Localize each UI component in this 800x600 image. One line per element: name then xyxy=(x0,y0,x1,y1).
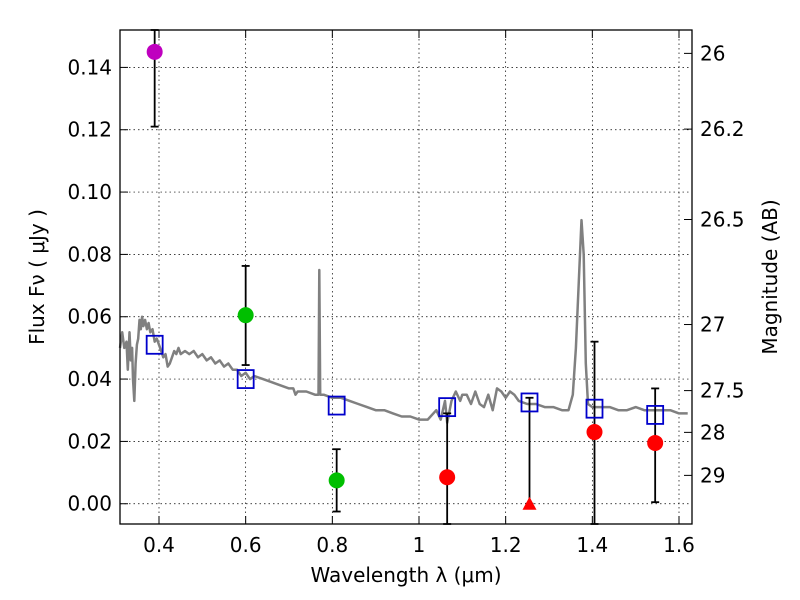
model-square-marker xyxy=(646,405,665,425)
x-tick-label: 1.6 xyxy=(663,533,695,557)
template-spectrum-line xyxy=(118,218,688,424)
y-tick-label: 0.00 xyxy=(67,492,112,516)
y2-tick-label: 28 xyxy=(700,420,725,444)
photometry-point xyxy=(328,472,345,489)
photometry-point xyxy=(146,43,163,60)
photometry-point xyxy=(586,424,603,441)
data-markers-layer xyxy=(145,43,665,510)
model-square-marker xyxy=(327,395,346,416)
photometry-point xyxy=(647,434,664,451)
x-tick-label: 1 xyxy=(413,533,426,557)
grid-lines xyxy=(120,30,692,524)
y-tick-label: 0.12 xyxy=(67,118,112,142)
tick-labels-layer: 0.4 0.6 0.8 1 1.2 1.4 1.6 0.00 0.02 0.04 0.06 0.08 0… xyxy=(67,41,744,557)
x-tick-label: 1.4 xyxy=(576,533,608,557)
y-tick-label: 0.10 xyxy=(67,180,112,204)
y-tick-label: 0.02 xyxy=(67,429,112,453)
y2-tick-label: 26.5 xyxy=(700,207,745,231)
template-spectrum-layer xyxy=(118,218,688,424)
y2-axis-title: Magnitude (AB) xyxy=(758,199,782,354)
x-axis-title: Wavelength λ (μm) xyxy=(310,563,501,587)
y2-tick-label: 29 xyxy=(700,463,725,487)
x-tick-label: 0.6 xyxy=(230,533,262,557)
x-tick-label: 0.4 xyxy=(143,533,175,557)
y-tick-label: 0.04 xyxy=(67,367,112,391)
y2-tick-label: 26.2 xyxy=(700,117,745,141)
y2-tick-label: 26 xyxy=(700,41,725,65)
y-tick-label: 0.08 xyxy=(67,242,112,266)
y2-tick-label: 27.5 xyxy=(700,379,745,403)
y-axis-title: Flux Fν ( μJy ) xyxy=(25,209,49,345)
model-square-marker xyxy=(520,392,539,413)
x-tick-label: 0.8 xyxy=(316,533,348,557)
plot-frame xyxy=(119,29,693,525)
model-square-marker xyxy=(145,334,164,355)
y-tick-label: 0.06 xyxy=(67,305,112,329)
x-tick-label: 1.2 xyxy=(490,533,522,557)
ticks-layer xyxy=(120,30,692,524)
y2-tick-label: 27 xyxy=(700,313,725,337)
photometry-point xyxy=(237,307,254,324)
model-square-marker xyxy=(585,398,604,419)
y-tick-label: 0.14 xyxy=(67,55,112,79)
model-square-marker xyxy=(438,397,457,418)
photometry-point xyxy=(439,469,456,486)
model-square-marker xyxy=(236,369,255,389)
upper-limit-triangle xyxy=(522,496,537,510)
